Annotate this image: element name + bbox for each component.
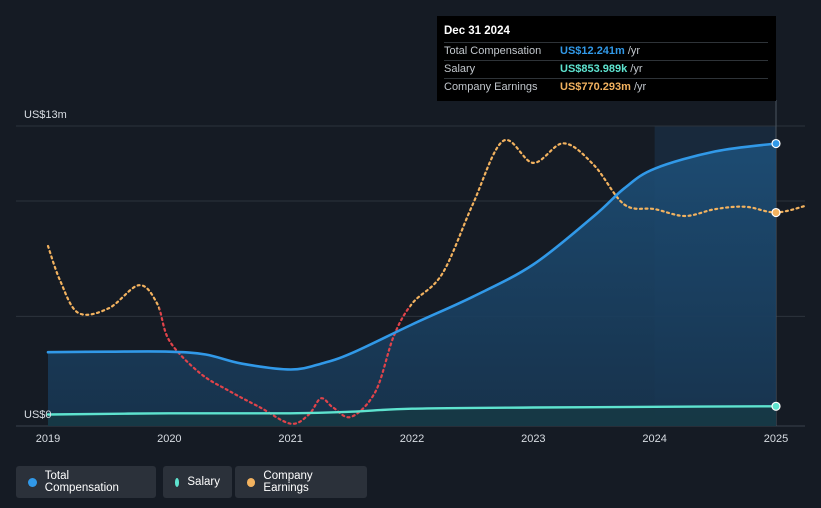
- tooltip-row-salary: Salary US$853.989k /yr: [444, 60, 768, 78]
- total-compensation-line: [46, 142, 778, 371]
- legend-company-earnings[interactable]: Company Earnings: [235, 466, 367, 498]
- tooltip-row-company-earnings: Company Earnings US$770.293m /yr: [444, 78, 768, 96]
- x-tick-label: 2019: [36, 433, 60, 445]
- total-compensation-marker: [771, 138, 781, 149]
- x-tick-label: 2022: [400, 433, 424, 445]
- tooltip-label: Company Earnings: [444, 81, 538, 93]
- tooltip-row-total-compensation: Total Compensation US$12.241m /yr: [444, 42, 768, 60]
- tooltip-unit: /yr: [627, 45, 641, 57]
- x-tick-label: 2023: [521, 433, 545, 445]
- legend-dot-icon: [175, 477, 180, 487]
- tooltip-unit: /yr: [633, 81, 647, 93]
- tooltip-label: Salary: [444, 63, 476, 75]
- tooltip-value: US$12.241m: [560, 45, 625, 57]
- legend-total-compensation[interactable]: Total Compensation: [16, 466, 156, 498]
- salary-area: [48, 406, 776, 426]
- legend-dot-icon: [247, 477, 256, 487]
- legend-dot-icon: [28, 477, 37, 487]
- legend-label: Company Earnings: [263, 470, 313, 494]
- x-tick-label: 2024: [642, 433, 666, 445]
- x-tick-label: 2025: [764, 433, 788, 445]
- legend-label: Salary: [187, 476, 220, 488]
- tooltip-date: Dec 31 2024: [444, 25, 510, 37]
- legend-label: Total Compensation: [44, 470, 119, 494]
- salary-line: [46, 405, 778, 416]
- tooltip-value: US$853.989k: [560, 63, 628, 75]
- company-earnings-negative-line: [159, 305, 410, 425]
- tooltip-label: Total Compensation: [444, 45, 542, 57]
- y-axis-label-top: US$13m: [24, 109, 67, 121]
- x-tick-label: 2021: [278, 433, 302, 445]
- salary-marker: [771, 401, 781, 411]
- company-earnings-marker: [771, 207, 781, 218]
- tooltip-value: US$770.293m: [560, 81, 631, 93]
- y-axis-label-bottom: US$0: [24, 409, 52, 421]
- total-compensation-area: [48, 143, 776, 426]
- tooltip: Dec 31 2024 Total Compensation US$12.241…: [437, 16, 776, 101]
- tooltip-unit: /yr: [630, 63, 643, 75]
- legend-salary[interactable]: Salary: [163, 466, 232, 498]
- x-tick-label: 2020: [157, 433, 181, 445]
